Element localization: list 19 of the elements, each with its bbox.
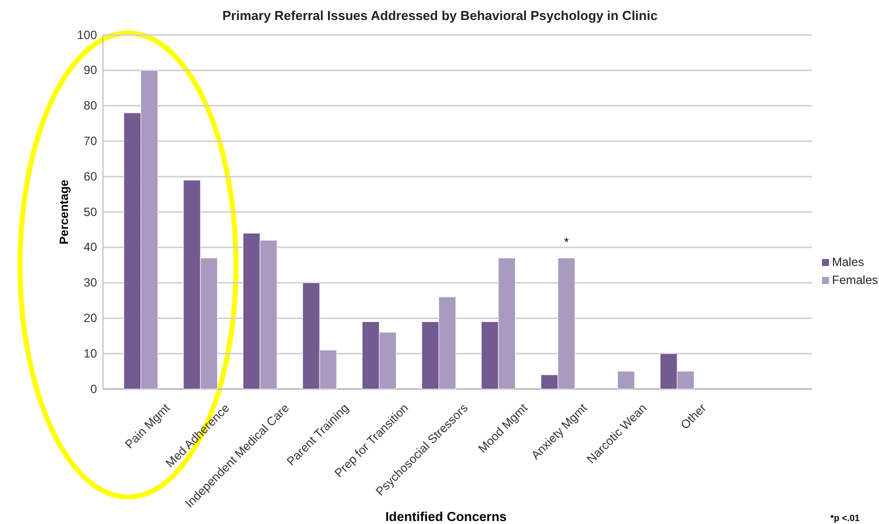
y-tick-label: 80	[84, 98, 98, 113]
y-tick-label: 60	[84, 169, 98, 184]
y-tick-label: 30	[84, 276, 98, 290]
y-tick-label: 10	[84, 346, 98, 360]
y-tick-label: 100	[76, 28, 98, 42]
legend-label: Males	[832, 255, 864, 269]
x-axis-title: Identified Concerns	[385, 509, 507, 524]
text: *p <.01	[830, 513, 860, 523]
y-tick-label: 50	[84, 204, 98, 219]
y-axis-title: Percentage	[57, 179, 71, 244]
y-tick-label: 0	[90, 382, 98, 396]
annotation: *	[564, 235, 570, 249]
legend-label: Females	[832, 273, 878, 287]
y-tick-label: 20	[84, 311, 98, 326]
y-tick-label: 70	[84, 134, 98, 148]
y-tick-label: 40	[84, 240, 98, 254]
bar	[617, 371, 635, 390]
y-tick-label: 90	[84, 63, 98, 78]
chart-title: Primary Referral Issues Addressed by Behavioral Psychology in Clinic	[222, 8, 658, 23]
